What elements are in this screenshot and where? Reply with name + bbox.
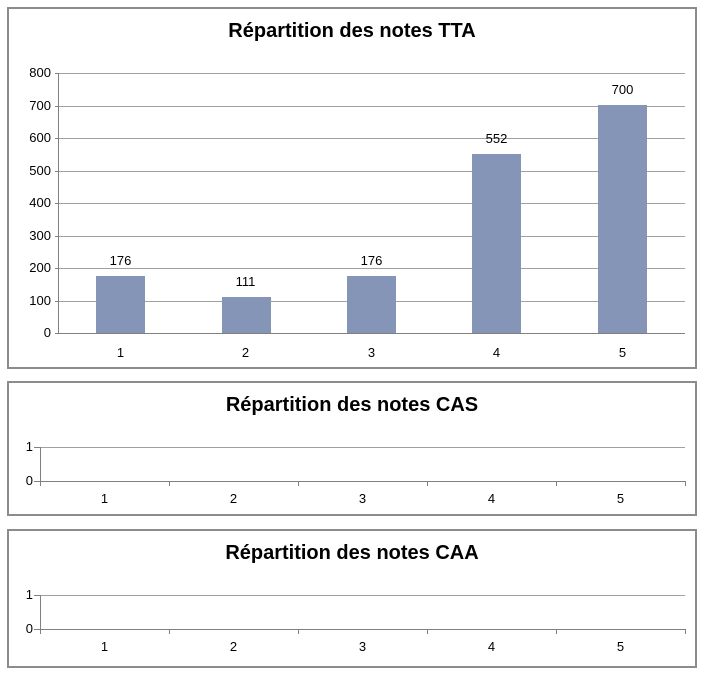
x-axis-label-4: 4	[492, 345, 501, 360]
y-axis-tick-0	[34, 629, 40, 630]
bar-category-1	[96, 276, 145, 333]
x-axis-tick-0	[40, 629, 41, 634]
gridline-300	[58, 236, 685, 237]
bar-value-label-5: 700	[611, 82, 634, 97]
x-axis-tick-4	[556, 481, 557, 486]
y-axis-label-0: 0	[25, 473, 33, 488]
y-axis-line	[58, 73, 59, 333]
x-axis-line	[58, 333, 685, 334]
x-axis-tick-2	[298, 481, 299, 486]
gridline-800	[58, 73, 685, 74]
bar-category-2	[222, 297, 271, 333]
y-axis-tick-300	[55, 236, 58, 237]
x-axis-label-2: 2	[241, 345, 250, 360]
y-axis-tick-200	[55, 268, 58, 269]
bar-category-4	[472, 154, 521, 333]
bar-value-label-3: 176	[360, 253, 383, 268]
x-axis-tick-2	[298, 629, 299, 634]
y-axis-label-500: 500	[29, 163, 51, 178]
y-axis-label-700: 700	[29, 98, 51, 113]
y-axis-line	[40, 447, 41, 485]
x-axis-label-1: 1	[100, 491, 109, 506]
y-axis-label-800: 800	[29, 65, 51, 80]
bar-value-label-4: 552	[485, 131, 508, 146]
y-axis-tick-0	[55, 333, 58, 334]
bar-value-label-2: 111	[235, 274, 256, 289]
gridline-200	[58, 268, 685, 269]
chart-cas[interactable]: Répartition des notes CAS 1 0 1 2 3 4 5	[7, 381, 697, 516]
chart-title-cas: Répartition des notes CAS	[225, 394, 479, 416]
x-axis-tick-3	[427, 481, 428, 486]
bar-category-3	[347, 276, 396, 333]
y-axis-label-0: 0	[25, 621, 33, 636]
bar-category-5	[598, 105, 647, 333]
y-axis-tick-100	[55, 301, 58, 302]
gridline-1	[40, 447, 685, 448]
y-axis-tick-800	[55, 73, 58, 74]
x-axis-tick-5	[685, 481, 686, 486]
chart-caa[interactable]: Répartition des notes CAA 1 0 1 2 3 4 5	[7, 529, 697, 668]
x-axis-label-3: 3	[358, 639, 367, 654]
x-axis-tick-1	[169, 629, 170, 634]
x-axis-label-1: 1	[100, 639, 109, 654]
gridline-700	[58, 106, 685, 107]
x-axis-label-2: 2	[229, 491, 238, 506]
y-axis-label-1: 1	[25, 587, 33, 602]
gridline-600	[58, 138, 685, 139]
y-axis-tick-400	[55, 203, 58, 204]
y-axis-tick-700	[55, 106, 58, 107]
y-axis-tick-500	[55, 171, 58, 172]
x-axis-tick-4	[556, 629, 557, 634]
x-axis-label-5: 5	[616, 491, 625, 506]
gridline-1	[40, 595, 685, 596]
y-axis-label-400: 400	[29, 195, 51, 210]
x-axis-label-4: 4	[487, 491, 496, 506]
x-axis-tick-1	[169, 481, 170, 486]
y-axis-label-600: 600	[29, 130, 51, 145]
x-axis-line	[40, 629, 685, 630]
x-axis-tick-5	[685, 629, 686, 634]
y-axis-label-0: 0	[43, 325, 51, 340]
x-axis-label-3: 3	[358, 491, 367, 506]
gridline-400	[58, 203, 685, 204]
y-axis-label-200: 200	[29, 260, 51, 275]
chart-title-caa: Répartition des notes CAA	[225, 542, 479, 564]
y-axis-tick-1	[34, 595, 40, 596]
x-axis-tick-3	[427, 629, 428, 634]
y-axis-label-300: 300	[29, 228, 51, 243]
x-axis-tick-0	[40, 481, 41, 486]
bar-value-label-1: 176	[109, 253, 132, 268]
x-axis-label-5: 5	[616, 639, 625, 654]
y-axis-tick-0	[34, 481, 40, 482]
chart-tta[interactable]: Répartition des notes TTA 800 700 600 500 40…	[7, 7, 697, 369]
x-axis-label-2: 2	[229, 639, 238, 654]
y-axis-line	[40, 595, 41, 633]
x-axis-line	[40, 481, 685, 482]
gridline-500	[58, 171, 685, 172]
x-axis-label-1: 1	[116, 345, 125, 360]
y-axis-label-1: 1	[25, 439, 33, 454]
x-axis-label-3: 3	[367, 345, 376, 360]
chart-title-tta: Répartition des notes TTA	[228, 20, 476, 42]
y-axis-tick-1	[34, 447, 40, 448]
y-axis-tick-600	[55, 138, 58, 139]
y-axis-label-100: 100	[29, 293, 51, 308]
x-axis-label-4: 4	[487, 639, 496, 654]
x-axis-label-5: 5	[618, 345, 627, 360]
